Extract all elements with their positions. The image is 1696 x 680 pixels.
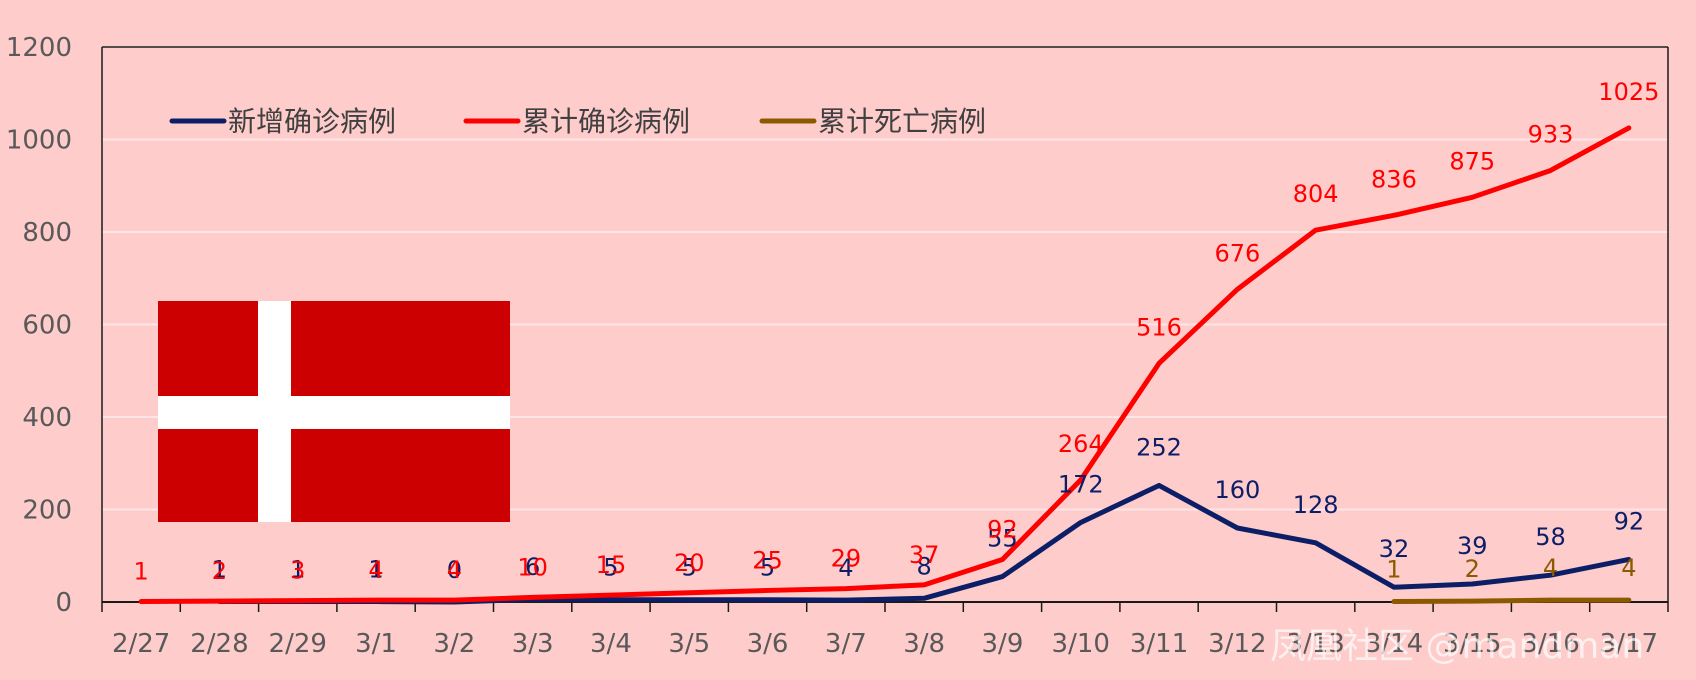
new-cases-data-label: 4 — [838, 554, 853, 582]
cumulative-cases-data-label: 20 — [674, 549, 705, 577]
new-cases-data-label: 1 — [212, 556, 227, 584]
x-tick-label: 3/8 — [903, 629, 945, 659]
x-tick-label: 3/12 — [1208, 629, 1266, 659]
x-tick-label: 3/10 — [1052, 629, 1110, 659]
x-tick-label: 3/5 — [668, 629, 710, 659]
series-lines — [138, 125, 1632, 605]
y-tick-label: 1200 — [6, 33, 72, 63]
x-tick-label: 3/16 — [1521, 629, 1579, 659]
cumulative-cases-data-label: 676 — [1214, 239, 1260, 267]
cumulative-cases-data-label: 804 — [1293, 180, 1339, 208]
cumulative-cases-data-label: 836 — [1371, 165, 1417, 193]
new-cases-data-label: 58 — [1535, 523, 1566, 551]
new-cases-data-label: 1 — [368, 556, 383, 584]
cumulative-cases-data-label: 29 — [831, 545, 862, 573]
cumulative-deaths-data-label: 4 — [1621, 554, 1636, 582]
x-tick-label: 2/28 — [190, 629, 248, 659]
cumulative-cases-data-label: 25 — [752, 546, 783, 574]
y-tick-label: 0 — [55, 588, 72, 618]
cumulative-cases-data-label: 1 — [134, 558, 149, 586]
new-cases-data-label: 0 — [447, 556, 462, 584]
y-tick-label: 600 — [22, 311, 72, 341]
new-cases-data-label: 128 — [1293, 491, 1339, 519]
new-cases-data-label: 32 — [1379, 535, 1410, 563]
y-tick-label: 800 — [22, 218, 72, 248]
x-tick-label: 3/2 — [433, 629, 475, 659]
cumulative-cases-data-label: 4 — [368, 556, 383, 584]
cumulative-deaths-data-label: 2 — [1465, 555, 1480, 583]
y-tick-label: 1000 — [6, 126, 72, 156]
cumulative-cases-data-label: 15 — [596, 551, 627, 579]
legend: 新增确诊病例 累计确诊病例 累计死亡病例 — [169, 105, 986, 138]
cumulative-cases-data-label: 37 — [909, 541, 940, 569]
cumulative-cases-data-label: 875 — [1449, 147, 1495, 175]
new-cases-data-label: 92 — [1614, 507, 1645, 535]
cumulative-cases-data-label: 4 — [447, 556, 462, 584]
new-cases-data-label: 172 — [1058, 470, 1104, 498]
legend-label-new-cases: 新增确诊病例 — [228, 105, 396, 138]
cumulative-cases-data-label: 92 — [987, 515, 1018, 543]
new-cases-data-label: 39 — [1457, 532, 1488, 560]
x-tick-label: 3/13 — [1286, 629, 1344, 659]
new-cases-data-label: 5 — [682, 554, 697, 582]
x-tick-label: 2/27 — [112, 629, 170, 659]
y-tick-label: 200 — [22, 496, 72, 526]
x-tick-label: 3/9 — [982, 629, 1024, 659]
cumulative-cases-data-label: 2 — [212, 557, 227, 585]
cumulative-deaths-line — [1391, 597, 1632, 605]
x-tick-label: 3/14 — [1365, 629, 1423, 659]
x-tick-labels: 2/27 2/28 2/29 3/1 3/2 3/3 3/4 3/5 3/6 3/7 3/8 3/9 3… — [112, 629, 1658, 659]
new-cases-data-label: 55 — [987, 525, 1018, 553]
legend-label-cumulative-cases: 累计确诊病例 — [522, 105, 690, 138]
cumulative-deaths-data-label: 4 — [1543, 554, 1558, 582]
new-cases-data-label: 252 — [1136, 433, 1182, 461]
cumulative-cases-line — [138, 125, 1632, 605]
cumulative-cases-data-label: 10 — [517, 553, 548, 581]
cumulative-cases-data-label: 933 — [1528, 120, 1574, 148]
denmark-flag-icon — [158, 301, 510, 522]
new-cases-data-label: 5 — [603, 554, 618, 582]
cumulative-cases-data-label: 264 — [1058, 430, 1104, 458]
x-tick-label: 3/6 — [747, 629, 789, 659]
x-tick-label: 3/3 — [512, 629, 554, 659]
x-tick-label: 3/7 — [825, 629, 867, 659]
watermark: 凤凰社区 @mandman — [1270, 626, 1644, 667]
x-tick-label: 3/11 — [1130, 629, 1188, 659]
legend-label-cumulative-deaths: 累计死亡病例 — [818, 105, 986, 138]
y-tick-label: 400 — [22, 403, 72, 433]
new-cases-data-label: 1 — [290, 556, 305, 584]
cumulative-deaths-data-label: 1 — [1386, 556, 1401, 584]
y-tick-labels: 0 200 400 600 800 1000 1200 — [6, 33, 72, 618]
cumulative-cases-data-label: 1025 — [1598, 78, 1659, 106]
flag-cross-horizontal — [158, 396, 510, 429]
new-cases-data-label: 8 — [917, 552, 932, 580]
cumulative-cases-data-label: 3 — [290, 557, 305, 585]
new-cases-data-label: 5 — [760, 554, 775, 582]
new-cases-data-label: 160 — [1214, 476, 1260, 504]
x-tick-label: 3/1 — [355, 629, 397, 659]
x-tick-label: 2/29 — [269, 629, 327, 659]
x-tick-label: 3/17 — [1600, 629, 1658, 659]
cumulative-cases-data-label: 516 — [1136, 313, 1182, 341]
new-cases-data-label: 6 — [525, 553, 540, 581]
x-tick-label: 3/4 — [590, 629, 632, 659]
x-tick-label: 3/15 — [1443, 629, 1501, 659]
